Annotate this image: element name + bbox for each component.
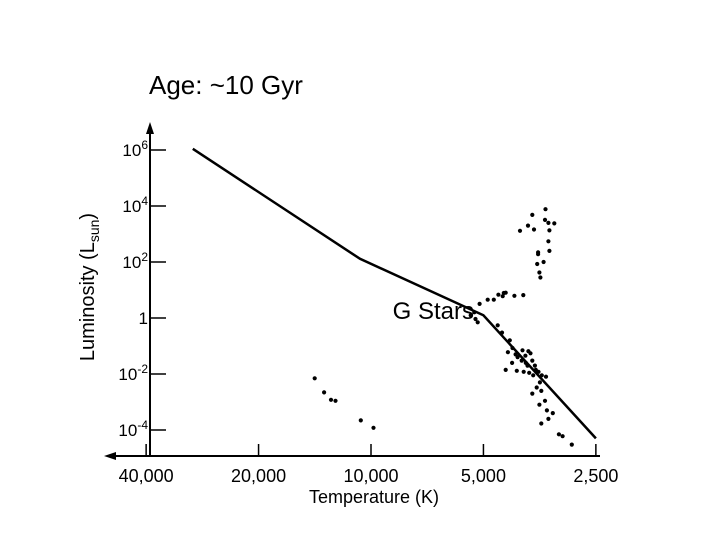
star-point <box>500 294 505 299</box>
star-point <box>328 397 334 402</box>
y-tick-label-exponent: 4 <box>141 194 148 208</box>
star-point <box>521 369 526 374</box>
star-point <box>507 338 512 343</box>
star-point <box>333 398 338 403</box>
star-point <box>539 373 544 378</box>
y-tick-label: 104 <box>122 194 148 216</box>
main-sequence-line <box>192 147 597 440</box>
x-tick-label: 40,000 <box>119 466 174 486</box>
x-tick-label: 20,000 <box>231 466 286 486</box>
y-tick-label: 10-2 <box>118 362 148 384</box>
x-tick-label: 2,500 <box>573 466 618 486</box>
star-point <box>538 275 543 280</box>
star-point <box>475 320 480 325</box>
star-point <box>531 227 537 232</box>
star-point <box>510 345 515 351</box>
star-point <box>544 408 550 413</box>
y-tick-label-exponent: -4 <box>137 418 148 432</box>
y-axis-arrow-icon <box>146 122 154 134</box>
star-point <box>537 270 542 275</box>
x-tick-label: 5,000 <box>461 466 506 486</box>
star-point <box>543 207 548 212</box>
star-point <box>358 418 363 423</box>
y-tick-label-exponent: 2 <box>141 250 148 264</box>
star-point <box>477 301 482 306</box>
star-point <box>550 411 555 416</box>
star-point <box>512 293 517 298</box>
star-point <box>536 252 541 257</box>
y-tick-label-base: 10 <box>118 365 137 384</box>
star-point <box>547 248 552 253</box>
star-point <box>531 373 536 378</box>
star-point <box>536 369 541 374</box>
star-point <box>535 261 540 267</box>
x-axis-label: Temperature (K) <box>309 487 439 507</box>
star-point <box>539 388 544 393</box>
star-point <box>530 358 535 363</box>
star-point <box>546 416 551 421</box>
star-point <box>547 228 552 233</box>
star-point <box>521 293 526 298</box>
y-tick-label-base: 10 <box>122 197 141 216</box>
star-point <box>371 425 376 430</box>
star-point <box>546 220 551 225</box>
star-point <box>491 297 496 302</box>
star-point <box>537 380 543 385</box>
star-point <box>505 350 510 355</box>
star-point <box>534 385 539 390</box>
star-point <box>525 363 530 368</box>
star-point <box>539 421 544 426</box>
star-point <box>499 330 505 335</box>
y-tick-label: 1 <box>139 309 148 328</box>
y-tick-label-base: 10 <box>118 421 137 440</box>
star-point <box>514 368 519 373</box>
star-point <box>556 432 562 437</box>
star-point <box>523 353 528 358</box>
star-point <box>501 290 506 296</box>
y-tick-label: 106 <box>122 138 148 160</box>
star-point <box>528 351 533 356</box>
y-tick-label: 10-4 <box>118 418 148 440</box>
star-point <box>532 363 538 368</box>
star-point <box>519 358 524 363</box>
y-tick-label-base: 10 <box>122 141 141 160</box>
star-point <box>473 316 478 322</box>
star-point <box>525 223 531 228</box>
star-point <box>485 297 490 302</box>
star-point <box>546 239 551 244</box>
y-tick-label: 102 <box>122 250 148 272</box>
y-axis-label: Luminosity (Lsun) <box>77 213 102 361</box>
y-tick-label-exponent: 6 <box>141 138 148 152</box>
star-point <box>322 390 327 395</box>
star-point <box>517 228 523 233</box>
star-point <box>569 442 574 447</box>
star-point <box>468 313 473 318</box>
star-point <box>312 376 317 381</box>
star-point <box>530 391 535 396</box>
annotation-g-stars: G Stars <box>393 298 474 325</box>
star-point <box>520 348 525 353</box>
star-point <box>541 259 546 265</box>
chart-title: Age: ~10 Gyr <box>149 70 303 100</box>
star-point <box>495 323 500 328</box>
y-tick-label-base: 10 <box>122 253 141 272</box>
y-tick-label-base: 1 <box>139 309 148 328</box>
star-point <box>552 221 557 226</box>
x-axis-arrow-icon <box>104 452 116 460</box>
star-point <box>527 370 532 375</box>
star-point <box>560 434 565 439</box>
star-point <box>542 217 548 222</box>
star-point <box>530 212 535 217</box>
star-point <box>503 367 508 372</box>
star-point <box>537 402 542 407</box>
star-point <box>515 355 520 360</box>
y-tick-label-exponent: -2 <box>137 362 148 376</box>
star-point <box>472 310 477 315</box>
star-point <box>496 292 501 297</box>
star-point <box>509 360 515 365</box>
star-point <box>543 374 549 379</box>
x-tick-label: 10,000 <box>343 466 398 486</box>
star-point <box>542 398 548 403</box>
